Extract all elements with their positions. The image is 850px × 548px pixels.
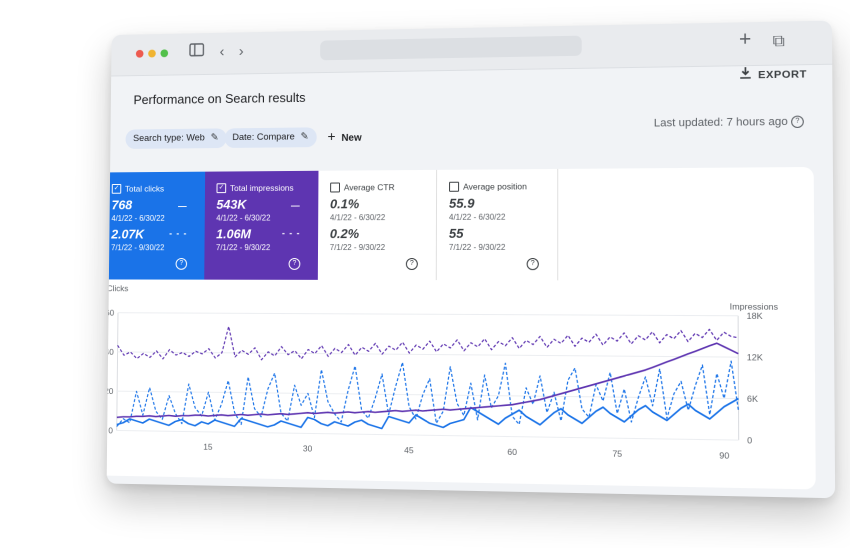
- metric-range-current: 4/1/22 - 6/30/22: [330, 213, 424, 222]
- left-tick-label: 20: [107, 386, 114, 396]
- export-button[interactable]: EXPORT: [758, 68, 807, 81]
- right-tick-label: 0: [747, 435, 752, 446]
- gridline: [117, 430, 739, 440]
- right-tick-label: 6K: [747, 393, 759, 404]
- x-tick-label: 90: [719, 450, 729, 461]
- new-tab-icon[interactable]: +: [739, 29, 751, 50]
- metric-range-previous: 7/1/22 - 9/30/22: [216, 243, 306, 252]
- x-tick-label: 60: [507, 447, 517, 458]
- gridline: [118, 313, 738, 316]
- new-filter-button[interactable]: + New: [327, 128, 361, 144]
- metric-card-total-clicks[interactable]: ✓ Total clicks 768 4/1/22 - 6/30/22 2.07K…: [107, 172, 206, 280]
- plus-icon: +: [327, 128, 335, 144]
- search-console-content: EXPORT Performance on Search results Sea…: [107, 64, 836, 499]
- metric-value-current: 55.9: [449, 195, 545, 211]
- metric-range-current: 4/1/22 - 6/30/22: [449, 212, 545, 221]
- performance-chart: Clicks Impressions 020406006K12K18K15 30 4…: [107, 281, 816, 489]
- last-updated-status: Last updated: 7 hours ago ?: [654, 116, 804, 130]
- help-icon[interactable]: ?: [527, 258, 539, 270]
- back-arrow-icon[interactable]: ‹: [220, 42, 225, 62]
- checkbox-checked-icon[interactable]: ✓: [217, 183, 227, 193]
- performance-panel: ✓ Total clicks 768 4/1/22 - 6/30/22 2.07K…: [107, 167, 816, 490]
- sidebar-toggle-icon[interactable]: [189, 43, 204, 63]
- chip-label: Date: Compare: [232, 132, 294, 143]
- metric-value-current: 0.1%: [330, 196, 424, 211]
- metric-card-average-position[interactable]: Average position 55.9 4/1/22 - 6/30/22 5…: [437, 169, 558, 280]
- metric-value-previous: 55: [449, 226, 545, 241]
- checkbox-checked-icon[interactable]: ✓: [112, 184, 122, 194]
- browser-window: ‹ › + ⧉ EXPORT Performance on Search res…: [107, 21, 836, 499]
- x-tick-label: 75: [612, 448, 622, 459]
- metric-card-average-ctr[interactable]: Average CTR 0.1% 4/1/22 - 6/30/22 0.2% 7…: [318, 170, 437, 280]
- gridline: [118, 352, 739, 357]
- metric-label: Average CTR: [344, 182, 395, 192]
- metric-label: Average position: [463, 181, 527, 191]
- metric-range-previous: 7/1/22 - 9/30/22: [111, 243, 193, 252]
- metric-label: Total impressions: [230, 183, 294, 193]
- address-bar[interactable]: [320, 36, 582, 61]
- dashed-line-legend-icon: - - -: [282, 228, 301, 238]
- right-tick-label: 18K: [747, 310, 764, 321]
- metric-range-previous: 7/1/22 - 9/30/22: [449, 243, 545, 252]
- chip-label: Search type: Web: [133, 133, 205, 144]
- minimize-window-button[interactable]: [148, 50, 156, 58]
- new-filter-label: New: [341, 133, 361, 144]
- solid-line-legend-icon: —: [178, 201, 188, 211]
- filter-chip-date[interactable]: Date: Compare ✎: [225, 127, 317, 148]
- edit-pencil-icon[interactable]: ✎: [211, 132, 219, 143]
- left-tick-label: 40: [107, 347, 115, 357]
- help-icon[interactable]: ?: [289, 258, 301, 270]
- download-icon[interactable]: [739, 66, 752, 83]
- metric-value-previous: 0.2%: [330, 226, 424, 241]
- close-window-button[interactable]: [136, 50, 144, 58]
- help-icon[interactable]: ?: [791, 116, 804, 128]
- forward-arrow-icon[interactable]: ›: [239, 42, 244, 62]
- right-tick-label: 12K: [747, 352, 764, 363]
- help-icon[interactable]: ?: [176, 258, 188, 270]
- last-updated-text: Last updated: 7 hours ago: [654, 116, 788, 130]
- metric-range-previous: 7/1/22 - 9/30/22: [330, 243, 424, 252]
- filter-chip-search-type[interactable]: Search type: Web ✎: [125, 128, 226, 149]
- maximize-window-button[interactable]: [160, 49, 168, 57]
- x-tick-label: 30: [303, 443, 313, 453]
- metric-range-current: 4/1/22 - 6/30/22: [216, 213, 306, 222]
- dashed-line-legend-icon: - - -: [169, 229, 187, 239]
- series-line-total-impressions-dashed: [117, 326, 738, 364]
- gridline: [117, 391, 738, 398]
- left-tick-label: 60: [107, 308, 115, 318]
- solid-line-legend-icon: —: [291, 201, 301, 211]
- metric-range-current: 4/1/22 - 6/30/22: [111, 214, 193, 223]
- series-line-total-clicks-dashed: [117, 356, 739, 436]
- metric-card-total-impressions[interactable]: ✓ Total impressions 543K 4/1/22 - 6/30/22…: [204, 171, 318, 280]
- tabs-overview-icon[interactable]: ⧉: [773, 32, 785, 53]
- left-tick-label: 0: [108, 425, 113, 435]
- checkbox-unchecked-icon[interactable]: [449, 182, 459, 192]
- right-axis-line: [738, 316, 739, 440]
- x-tick-label: 45: [404, 445, 414, 455]
- checkbox-unchecked-icon[interactable]: [330, 183, 340, 193]
- help-icon[interactable]: ?: [406, 258, 418, 270]
- left-axis-line: [117, 313, 118, 431]
- edit-pencil-icon[interactable]: ✎: [301, 131, 309, 142]
- left-axis-label: Clicks: [107, 283, 129, 293]
- page-title: Performance on Search results: [133, 90, 305, 107]
- metric-label: Total clicks: [125, 184, 164, 194]
- x-tick-label: 15: [203, 442, 213, 452]
